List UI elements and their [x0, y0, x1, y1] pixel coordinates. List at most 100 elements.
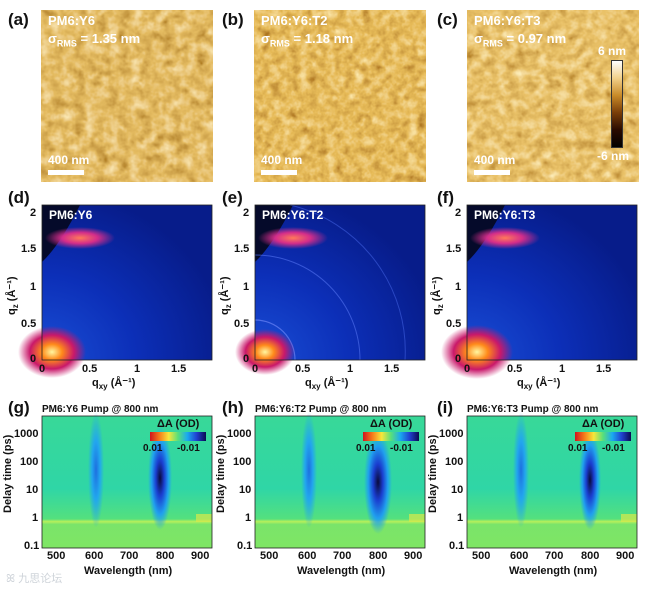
gw-d-xtick-1: 1: [134, 363, 141, 375]
ta-i-ytick-100: 100: [445, 456, 464, 468]
gw-d-ytick-1: 1: [30, 281, 37, 293]
ta-i-ytick-1000: 1000: [439, 428, 464, 440]
gw-f-ytick-2: 2: [455, 207, 462, 219]
ta-panel-h-label: (h): [222, 398, 244, 417]
gw-e-ytick-1: 1: [243, 281, 250, 293]
ta-legend-max-h: -0.01: [390, 443, 413, 454]
gw-e-ytick-0: 0: [243, 353, 250, 365]
ta-h-xtick-800: 800: [369, 550, 388, 562]
ta-legend-title-g: ΔA (OD): [157, 418, 200, 430]
afm-colorbar-bottom-label: -6 nm: [597, 149, 630, 163]
gw-d-ytick-0: 0: [30, 353, 37, 365]
giwaxs-title-e: PM6:Y6:T2: [262, 208, 324, 222]
gw-f-xtick-0: 0: [464, 363, 471, 375]
afm-image-a: PM6:Y6 σRMS = 1.35 nm 400 nm: [41, 10, 213, 182]
gw-e-ytick-0.5: 0.5: [234, 318, 250, 330]
ta-h-xtick-900: 900: [404, 550, 423, 562]
ta-legend-bar-h: [363, 432, 419, 441]
ta-h-xtick-600: 600: [298, 550, 317, 562]
gw-d-ytick-1.5: 1.5: [21, 243, 37, 255]
ta-legend-bar-g: [150, 432, 206, 441]
ta-i-xtick-800: 800: [581, 550, 600, 562]
ta-legend-title-i: ΔA (OD): [582, 418, 625, 430]
ta-i-xtick-900: 900: [616, 550, 635, 562]
gw-f-xtick-0.5: 0.5: [507, 363, 523, 375]
ta-panel-g-label: (g): [8, 398, 30, 417]
gw-d-xtick-1.5: 1.5: [171, 363, 187, 375]
gw-e-ytick-2: 2: [243, 207, 250, 219]
ta-title-g: PM6:Y6 Pump @ 800 nm: [42, 404, 159, 415]
gw-f-ytick-0: 0: [455, 353, 462, 365]
ta-g-xtick-800: 800: [156, 550, 175, 562]
giwaxs-panel-d-label: (d): [8, 188, 30, 207]
ta-h-xtick-500: 500: [260, 550, 279, 562]
afm-image-c: PM6:Y6:T3 σRMS = 0.97 nm 400 nm: [467, 10, 639, 182]
gw-f-xtick-1.5: 1.5: [596, 363, 612, 375]
giwaxs-panel-f-label: (f): [437, 188, 454, 207]
afm-panel-a-label: (a): [8, 10, 29, 29]
ta-legend-max-i: -0.01: [602, 443, 625, 454]
ta-h-ylabel: Delay time (ps): [215, 434, 227, 513]
ta-h-ytick-0.1: 0.1: [237, 540, 253, 552]
ta-g-ytick-1: 1: [32, 512, 39, 524]
ta-i-xlabel: Wavelength (nm): [509, 565, 598, 577]
ta-i-xtick-500: 500: [472, 550, 491, 562]
ta-g-xtick-900: 900: [191, 550, 210, 562]
ta-i-ytick-10: 10: [451, 484, 464, 496]
ta-g-ylabel: Delay time (ps): [2, 434, 14, 513]
afm-colorbar-top-label: 6 nm: [598, 44, 627, 58]
afm-sigma-c: σRMS = 0.97 nm: [474, 31, 567, 49]
ta-h-ytick-1: 1: [245, 512, 252, 524]
afm-title-b: PM6:Y6:T2: [261, 13, 328, 28]
afm-title-c: PM6:Y6:T3: [474, 13, 541, 28]
ta-g-ytick-10: 10: [26, 484, 39, 496]
afm-colorbar: [611, 60, 623, 148]
ta-h-xlabel: Wavelength (nm): [297, 565, 386, 577]
gw-e-xtick-0.5: 0.5: [295, 363, 311, 375]
gw-d-xlabel: qxy (Å⁻¹): [92, 377, 136, 392]
afm-scale-bar-c: [474, 170, 510, 175]
ta-g-ytick-100: 100: [20, 456, 39, 468]
ta-i-xtick-600: 600: [510, 550, 529, 562]
ta-legend-min-g: 0.01: [143, 443, 163, 454]
afm-scale-label-a: 400 nm: [48, 153, 90, 167]
afm-image-b: PM6:Y6:T2 σRMS = 1.18 nm 400 nm: [254, 10, 426, 182]
gw-f-ytick-1: 1: [455, 281, 462, 293]
ta-title-i: PM6:Y6:T3 Pump @ 800 nm: [467, 404, 599, 415]
gw-f-xtick-1: 1: [559, 363, 566, 375]
ta-i-ylabel: Delay time (ps): [427, 434, 439, 513]
afm-texture-a: [41, 10, 213, 182]
afm-scale-label-c: 400 nm: [474, 153, 516, 167]
afm-scale-bar-b: [261, 170, 297, 175]
ta-g-xlabel: Wavelength (nm): [84, 565, 173, 577]
ta-h-ytick-10: 10: [239, 484, 252, 496]
gw-e-xtick-1: 1: [347, 363, 354, 375]
giwaxs-plot-d: [18, 204, 213, 378]
gw-e-ytick-1.5: 1.5: [234, 243, 250, 255]
gw-e-xtick-0: 0: [252, 363, 259, 375]
giwaxs-panel-e-label: (e): [222, 188, 243, 207]
afm-sigma-b: σRMS = 1.18 nm: [261, 31, 354, 49]
ta-panel-i-label: (i): [437, 398, 454, 417]
giwaxs-title-f: PM6:Y6:T3: [474, 208, 536, 222]
afm-panel-b-label: (b): [222, 10, 244, 29]
afm-sigma-a: σRMS = 1.35 nm: [48, 31, 141, 49]
ta-title-h: PM6:Y6:T2 Pump @ 800 nm: [255, 404, 387, 415]
afm-panel-c-label: (c): [437, 10, 458, 29]
ta-g-xtick-500: 500: [47, 550, 66, 562]
gw-e-xlabel: qxy (Å⁻¹): [305, 377, 349, 392]
ta-legend-min-h: 0.01: [356, 443, 376, 454]
ta-h-ytick-100: 100: [233, 456, 252, 468]
afm-texture-c: [467, 10, 639, 182]
ta-h-xtick-700: 700: [333, 550, 352, 562]
gw-d-xtick-0.5: 0.5: [82, 363, 98, 375]
ta-i-ytick-0.1: 0.1: [449, 540, 465, 552]
gw-e-xtick-1.5: 1.5: [384, 363, 400, 375]
gw-d-ytick-2: 2: [30, 207, 37, 219]
ta-g-xtick-700: 700: [120, 550, 139, 562]
ta-legend-min-i: 0.01: [568, 443, 588, 454]
afm-texture-b: [254, 10, 426, 182]
afm-title-a: PM6:Y6: [48, 13, 95, 28]
